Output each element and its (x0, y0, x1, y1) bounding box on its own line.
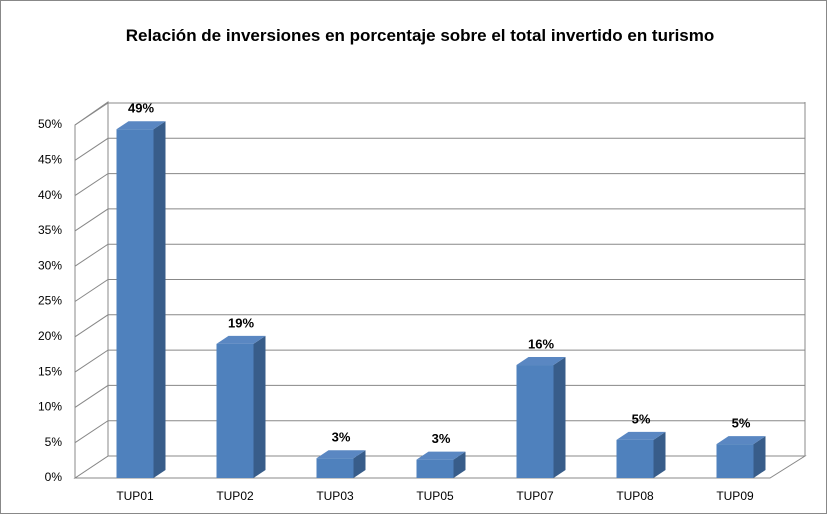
x-tick-label: TUP03 (316, 489, 354, 503)
grid-line (74, 384, 805, 408)
grid-line (74, 314, 805, 338)
bar (516, 365, 554, 478)
y-tick-label: 10% (38, 400, 62, 414)
y-tick-label: 0% (45, 470, 63, 484)
bar-side (453, 451, 466, 478)
grid-line (74, 173, 805, 197)
y-tick-label: 40% (38, 188, 62, 202)
bar-side (253, 335, 266, 478)
value-label: 3% (332, 430, 351, 445)
value-label: 3% (432, 431, 451, 446)
x-tick-label: TUP05 (416, 489, 454, 503)
bar-top (316, 450, 366, 459)
bar (416, 459, 454, 478)
value-label: 5% (732, 416, 751, 431)
bar (716, 444, 754, 478)
y-tick-label: 25% (38, 294, 62, 308)
bar (616, 439, 654, 478)
x-tick-label: TUP08 (616, 489, 654, 503)
y-tick-label: 5% (45, 435, 63, 449)
y-tick-label: 30% (38, 258, 62, 272)
bar (116, 129, 154, 478)
x-tick-label: TUP07 (516, 489, 554, 503)
grid-line (74, 349, 805, 373)
bar-side (753, 436, 766, 478)
x-tick-label: TUP09 (716, 489, 754, 503)
bar-top (416, 451, 466, 460)
bar-top (116, 121, 166, 130)
value-label: 19% (228, 315, 254, 330)
bar-side (653, 431, 666, 478)
y-tick-label: 35% (38, 223, 62, 237)
y-tick-label: 15% (38, 364, 62, 378)
bar-side (153, 121, 166, 479)
bar-top (616, 431, 666, 440)
y-tick-label: 20% (38, 329, 62, 343)
grid-line (74, 279, 805, 302)
bar-side (353, 450, 366, 478)
grid-line (74, 420, 805, 444)
x-tick-label: TUP02 (216, 489, 254, 503)
value-label: 16% (528, 336, 554, 351)
bar-top (716, 436, 766, 445)
grid-line (74, 102, 805, 126)
grid-line (74, 243, 805, 267)
y-tick-label: 45% (38, 152, 62, 166)
grid-line (74, 208, 805, 232)
grid-line (74, 137, 805, 161)
bar-side (553, 357, 566, 478)
bar-top (516, 357, 566, 366)
value-label: 49% (128, 101, 154, 116)
bar-top (216, 335, 266, 344)
bar (216, 343, 254, 478)
x-tick-label: TUP01 (116, 489, 154, 503)
bar (316, 458, 354, 478)
value-label: 5% (632, 411, 651, 426)
chart-title: Relación de inversiones en porcentaje so… (125, 26, 715, 45)
y-tick-label: 50% (38, 117, 62, 131)
